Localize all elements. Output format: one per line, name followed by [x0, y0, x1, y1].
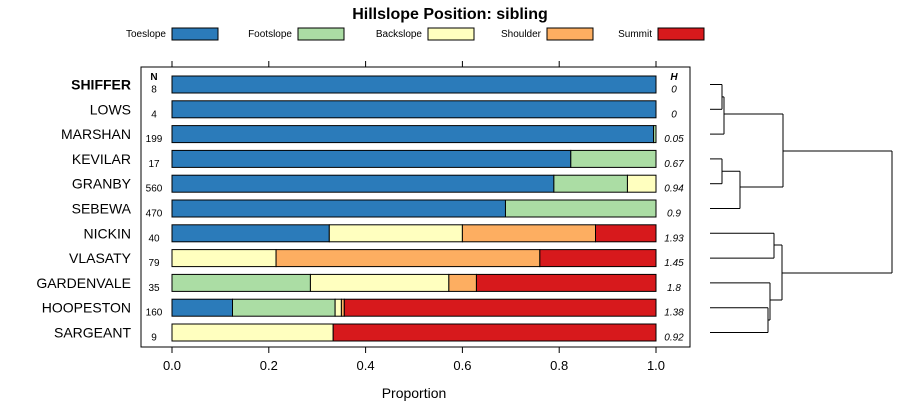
bar-segment-kevilar-footslope — [570, 149, 657, 168]
plot-frame — [140, 66, 691, 348]
bar-segment-nickin-toeslope — [171, 224, 330, 243]
legend-label-footslope: Footslope — [248, 29, 292, 40]
n-value-gardenvale: 35 — [148, 283, 160, 294]
legend-label-toeslope: Toeslope — [126, 29, 166, 40]
bar-segment-granby-toeslope — [171, 174, 555, 193]
row-label-shiffer: SHIFFER — [71, 77, 131, 93]
legend-swatch-shoulder — [546, 27, 594, 41]
h-value-nickin: 1.93 — [664, 233, 684, 244]
h-value-hoopeston: 1.38 — [664, 308, 684, 319]
legend: Toeslope Footslope Backslope Shoulder Summit — [126, 27, 705, 41]
bar-segment-granby-footslope — [553, 174, 628, 193]
bar-segment-granby-backslope — [626, 174, 657, 193]
row-label-gardenvale: GARDENVALE — [36, 275, 131, 291]
legend-swatch-footslope — [297, 27, 345, 41]
legend-swatch-summit — [657, 27, 705, 41]
n-value-vlasaty: 79 — [148, 258, 160, 269]
bar-segment-kevilar-toeslope — [171, 149, 572, 168]
legend-label-shoulder: Shoulder — [501, 29, 542, 40]
row-label-sargeant: SARGEANT — [54, 325, 131, 341]
x-tick-label-5: 1.0 — [647, 358, 665, 373]
h-value-lows: 0 — [671, 109, 677, 120]
bar-segment-vlasaty-summit — [539, 249, 657, 268]
row-label-marshan: MARSHAN — [61, 126, 131, 142]
h-value-marshan: 0.05 — [664, 134, 684, 145]
bar-segment-sargeant-backslope — [171, 323, 334, 342]
bar-segment-shiffer-toeslope — [171, 75, 657, 94]
bar-segment-lows-toeslope — [171, 100, 657, 119]
legend-swatch-backslope — [427, 27, 475, 41]
bar-segment-sargeant-summit — [332, 323, 657, 342]
bar-segment-nickin-shoulder — [461, 224, 596, 243]
h-value-gardenvale: 1.8 — [667, 283, 681, 294]
legend-label-backslope: Backslope — [376, 29, 423, 40]
h-value-shiffer: 0 — [671, 85, 677, 96]
h-value-kevilar: 0.67 — [664, 159, 684, 170]
legend-swatch-toeslope — [171, 27, 219, 41]
bar-segment-hoopeston-toeslope — [171, 298, 233, 317]
x-tick-label-2: 0.4 — [357, 358, 375, 373]
bar-segment-sebewa-toeslope — [171, 199, 506, 218]
row-label-lows: LOWS — [90, 101, 131, 117]
bar-segment-nickin-backslope — [328, 224, 463, 243]
legend-label-summit: Summit — [618, 29, 652, 40]
bar-segment-gardenvale-shoulder — [448, 273, 477, 292]
h-value-granby: 0.94 — [664, 184, 684, 195]
h-column-header: H — [670, 72, 678, 83]
bar-segment-vlasaty-backslope — [171, 249, 277, 268]
row-label-hoopeston: HOOPESTON — [42, 300, 131, 316]
n-value-shiffer: 8 — [151, 85, 157, 96]
row-label-granby: GRANBY — [72, 176, 132, 192]
row-label-nickin: NICKIN — [84, 225, 131, 241]
bar-segment-vlasaty-shoulder — [275, 249, 541, 268]
row-label-kevilar: KEVILAR — [72, 151, 131, 167]
n-value-granby: 560 — [146, 184, 163, 195]
row-label-sebewa: SEBEWA — [72, 201, 132, 217]
dendrogram — [710, 84, 893, 333]
x-axis-title: Proportion — [382, 385, 447, 401]
bar-segment-hoopeston-summit — [343, 298, 657, 317]
x-tick-label-0: 0.0 — [163, 358, 181, 373]
n-value-lows: 4 — [151, 109, 157, 120]
n-value-marshan: 199 — [146, 134, 163, 145]
bar-segment-gardenvale-summit — [475, 273, 657, 292]
bar-segment-hoopeston-backslope — [334, 298, 342, 317]
chart-title: Hillslope Position: sibling — [352, 6, 548, 23]
h-value-sebewa: 0.9 — [667, 209, 681, 220]
n-column-header: N — [150, 72, 157, 83]
x-tick-label-3: 0.6 — [453, 358, 471, 373]
row-label-vlasaty: VLASATY — [69, 250, 132, 266]
x-tick-label-1: 0.2 — [260, 358, 278, 373]
n-value-kevilar: 17 — [148, 159, 160, 170]
n-value-hoopeston: 160 — [146, 308, 163, 319]
bar-segment-nickin-summit — [595, 224, 657, 243]
h-value-sargeant: 0.92 — [664, 333, 684, 344]
bar-segment-sebewa-footslope — [504, 199, 657, 218]
n-value-sargeant: 9 — [151, 333, 157, 344]
bar-segment-hoopeston-footslope — [232, 298, 336, 317]
bar-segment-gardenvale-backslope — [309, 273, 450, 292]
h-value-vlasaty: 1.45 — [664, 258, 684, 269]
n-value-nickin: 40 — [148, 233, 160, 244]
x-tick-label-4: 0.8 — [550, 358, 568, 373]
bar-segment-marshan-toeslope — [171, 125, 655, 144]
bar-segment-gardenvale-footslope — [171, 273, 311, 292]
bar-segment-marshan-footslope — [653, 125, 657, 144]
n-value-sebewa: 470 — [146, 209, 163, 220]
